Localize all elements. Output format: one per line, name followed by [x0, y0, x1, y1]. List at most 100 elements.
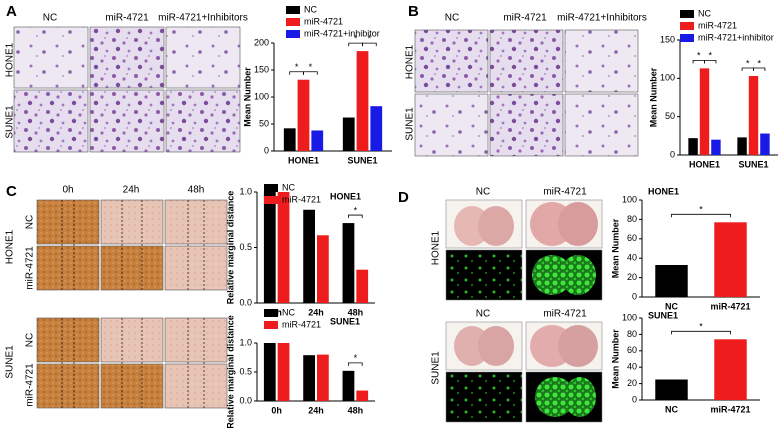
- significance-mark: *: [309, 62, 313, 72]
- y-axis-label: Relative marginal distance: [225, 315, 235, 428]
- panel-label: D: [398, 189, 409, 206]
- group-label: HONE1: [431, 230, 442, 265]
- significance-mark: *: [746, 58, 750, 68]
- bar: [317, 354, 329, 401]
- column-label: 24h: [123, 185, 140, 196]
- legend-swatch: [264, 196, 278, 204]
- legend-swatch: [264, 184, 278, 192]
- x-tick-label: SUNE1: [738, 159, 768, 169]
- significance-mark: *: [354, 353, 358, 363]
- y-tick-label: 0: [264, 145, 269, 155]
- bar: [311, 130, 324, 151]
- column-label: NC: [476, 187, 490, 198]
- legend-label: NC: [304, 4, 317, 14]
- legend-label: NC: [282, 307, 295, 317]
- significance-mark: *: [368, 33, 372, 43]
- column-label: 0h: [62, 185, 73, 196]
- significance-mark: *: [354, 205, 358, 215]
- y-tick-label: 0: [632, 394, 637, 404]
- legend-label: miR-4721: [698, 20, 737, 30]
- x-tick-label: SUNE1: [347, 155, 377, 165]
- chart-title: HONE1: [330, 191, 361, 201]
- bar: [277, 343, 290, 401]
- image-grid: [36, 199, 228, 409]
- y-tick-label: 60: [627, 345, 637, 355]
- y-tick-label: 200: [254, 37, 269, 47]
- significance-mark: *: [757, 58, 761, 68]
- y-tick-label: 100: [660, 73, 675, 83]
- significance-bracket: [348, 214, 363, 219]
- column-label: miR-4721: [503, 13, 547, 24]
- group-label: SUNE1: [431, 351, 442, 385]
- legend-swatch: [286, 30, 300, 38]
- y-tick-label: 100: [622, 312, 637, 322]
- legend-label: miR-4721+inhibitor: [304, 28, 380, 38]
- significance-bracket: [704, 59, 717, 64]
- lungs: [454, 202, 598, 417]
- legend-swatch: [680, 34, 694, 42]
- bar: [688, 138, 698, 155]
- x-tick-label: NC: [665, 404, 678, 414]
- significance-bracket: [671, 213, 731, 218]
- y-tick-label: 100: [622, 194, 637, 204]
- y-tick-label: 0: [632, 291, 637, 301]
- y-axis-label: Mean Number: [648, 67, 658, 127]
- column-label: miR-4721: [543, 187, 587, 198]
- y-tick-label: 60: [627, 233, 637, 243]
- group-label: SUNE1: [5, 345, 16, 379]
- significance-bracket: [671, 330, 731, 335]
- significance-bracket: [348, 362, 363, 366]
- y-tick-label: 1.0: [239, 186, 252, 196]
- bar: [356, 390, 369, 401]
- legend-label: NC: [698, 8, 711, 18]
- significance-bracket: [289, 71, 304, 75]
- legend-swatch: [264, 309, 278, 317]
- x-tick-label: 24h: [308, 307, 324, 317]
- column-label: miR-4721+Inhibitors: [158, 13, 248, 24]
- column-label: NC: [445, 13, 459, 24]
- significance-mark: *: [354, 33, 358, 43]
- y-axis-label: Mean Number: [242, 67, 252, 127]
- x-tick-label: miR-4721: [710, 301, 750, 311]
- legend-swatch: [680, 10, 694, 18]
- column-label: NC: [476, 309, 490, 320]
- row-label: NC: [25, 215, 36, 229]
- column-label: miR-4721: [105, 13, 149, 24]
- image-grid: [13, 26, 241, 153]
- y-tick-label: 100: [254, 91, 269, 101]
- row-label: HONE1: [5, 42, 16, 77]
- y-tick-label: 80: [627, 329, 637, 339]
- y-tick-label: 150: [254, 64, 269, 74]
- column-label: 48h: [188, 185, 205, 196]
- legend-swatch: [264, 321, 278, 329]
- row-label: NC: [25, 333, 36, 347]
- chart-title: SUNE1: [648, 310, 678, 320]
- column-label: NC: [43, 13, 57, 24]
- x-tick-label: miR-4721: [710, 404, 750, 414]
- x-tick-label: 48h: [348, 307, 364, 317]
- significance-mark: *: [708, 51, 712, 61]
- panel-label: B: [408, 3, 419, 20]
- bar: [342, 223, 355, 303]
- chart-title: HONE1: [648, 186, 679, 196]
- row-label: miR-4721: [25, 246, 36, 290]
- bar: [748, 76, 759, 155]
- y-tick-label: 0.0: [239, 297, 252, 307]
- column-label: miR-4721+Inhibitors: [557, 13, 647, 24]
- significance-bracket: [692, 59, 705, 64]
- significance-mark: *: [697, 51, 701, 61]
- y-tick-label: 150: [660, 34, 675, 44]
- x-tick-label: 48h: [348, 405, 364, 415]
- bar: [283, 128, 296, 151]
- bar: [303, 355, 315, 401]
- x-tick-label: HONE1: [689, 159, 720, 169]
- legend-swatch: [286, 18, 300, 26]
- y-axis-label: Relative marginal distance: [225, 191, 235, 305]
- bar: [356, 269, 369, 303]
- y-tick-label: 20: [627, 272, 637, 282]
- bar: [277, 192, 290, 303]
- y-axis-label: Mean Number: [610, 329, 620, 389]
- bar: [714, 339, 747, 400]
- bar: [655, 379, 688, 400]
